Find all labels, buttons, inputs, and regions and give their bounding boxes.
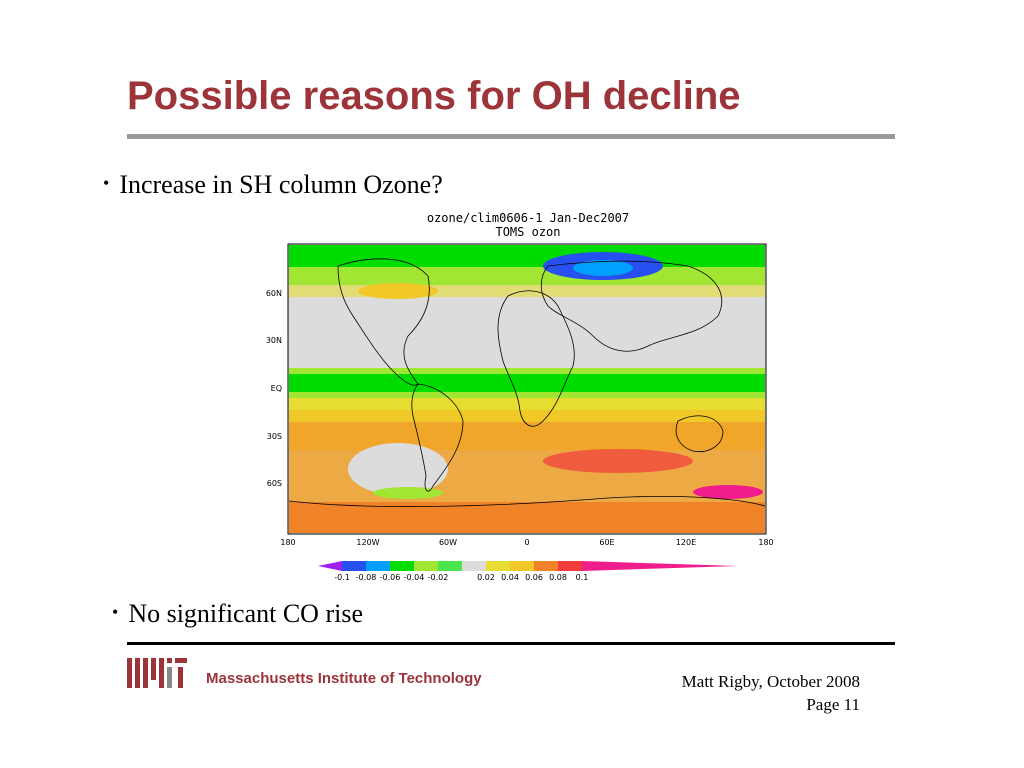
title-divider xyxy=(127,134,895,139)
footer-info: Matt Rigby, October 2008 Page 11 xyxy=(600,670,860,716)
page-number: Page 11 xyxy=(806,695,860,714)
bullet-item: • Increase in SH column Ozone? xyxy=(103,170,443,200)
colorbar-label: -0.02 xyxy=(428,573,449,582)
footer-divider xyxy=(127,642,895,645)
bullet-text: No significant CO rise xyxy=(128,599,363,628)
colorbar-label: 0.08 xyxy=(549,573,567,582)
lat-label: 60N xyxy=(266,289,282,298)
colorbar-label: -0.06 xyxy=(380,573,401,582)
bullet-icon: • xyxy=(103,173,110,193)
map-plot-area xyxy=(287,243,767,535)
colorbar-swatch xyxy=(390,561,414,571)
colorbar-swatch xyxy=(510,561,534,571)
colorbar-label: -0.1 xyxy=(334,573,350,582)
lon-label: 60W xyxy=(439,538,457,547)
map-title-line2: TOMS ozon xyxy=(495,225,560,239)
bullet-icon: • xyxy=(112,602,119,622)
colorbar-label: 0.06 xyxy=(525,573,543,582)
bullet-item: • No significant CO rise xyxy=(112,599,363,629)
colorbar-max-arrow xyxy=(582,561,738,571)
lon-label: 120W xyxy=(356,538,379,547)
colorbar-swatch xyxy=(462,561,486,571)
lat-label: 30N xyxy=(266,336,282,345)
colorbar-swatch xyxy=(414,561,438,571)
colorbar-swatch xyxy=(366,561,390,571)
lon-label: 120E xyxy=(676,538,696,547)
colorbar-label: 0.02 xyxy=(477,573,495,582)
colorbar-swatch xyxy=(534,561,558,571)
bullet-text: Increase in SH column Ozone? xyxy=(119,170,443,199)
colorbar-swatch xyxy=(486,561,510,571)
colorbar-swatch xyxy=(558,561,582,571)
institution-name: Massachusetts Institute of Technology xyxy=(206,670,482,687)
map-title-line1: ozone/clim0606-1 Jan-Dec2007 xyxy=(427,211,629,225)
colorbar-label: 0.1 xyxy=(576,573,589,582)
mit-logo-icon xyxy=(127,658,187,688)
colorbar: -0.1 -0.08 -0.06 -0.04 -0.02 0.02 0.04 0… xyxy=(318,561,738,582)
author-date: Matt Rigby, October 2008 xyxy=(681,672,860,691)
lat-label: EQ xyxy=(271,384,282,393)
colorbar-label: -0.08 xyxy=(356,573,377,582)
lon-label: 0 xyxy=(524,538,529,547)
colorbar-label: 0.04 xyxy=(501,573,519,582)
lon-label: 180 xyxy=(758,538,773,547)
colorbar-swatch xyxy=(342,561,366,571)
colorbar-swatch xyxy=(438,561,462,571)
slide-title: Possible reasons for OH decline xyxy=(127,74,741,118)
colorbar-min-arrow xyxy=(318,561,342,571)
lat-label: 60S xyxy=(267,479,282,488)
lon-label: 180 xyxy=(280,538,295,547)
lat-label: 30S xyxy=(267,432,282,441)
colorbar-label: -0.04 xyxy=(404,573,425,582)
lon-label: 60E xyxy=(599,538,614,547)
ozone-map-figure: ozone/clim0606-1 Jan-Dec2007 TOMS ozon 6… xyxy=(266,211,774,582)
